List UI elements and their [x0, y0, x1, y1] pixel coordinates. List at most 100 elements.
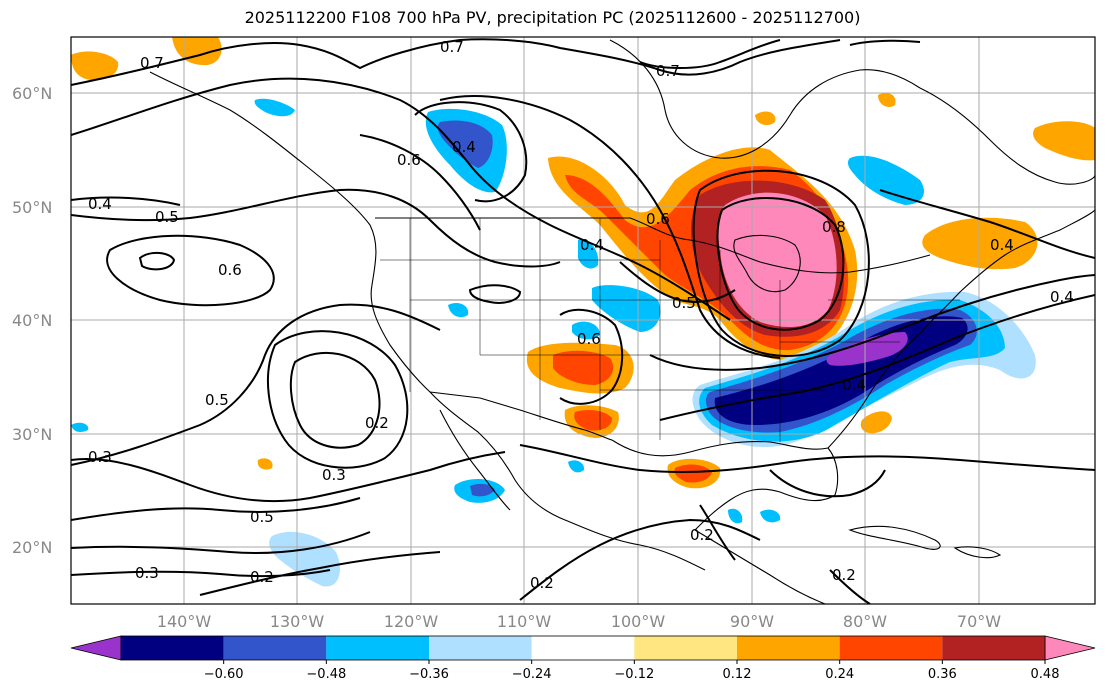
border-canada-us	[375, 217, 931, 274]
precip-orange-florida	[860, 411, 892, 434]
contour-label: 0.3	[322, 466, 346, 484]
lon-label: 100°W	[611, 612, 666, 631]
coastline-hudson	[609, 39, 921, 159]
precip-cyan-quebec	[847, 155, 925, 205]
contour-0.4-center	[414, 101, 528, 203]
contour-label: 0.2	[690, 526, 714, 544]
contour-label: 0.4	[842, 376, 866, 394]
colorbar-segment	[531, 636, 635, 660]
precip-cyan-westpac	[71, 422, 89, 433]
coastline-west	[149, 71, 706, 571]
contour-label: 0.5	[205, 391, 229, 409]
state-borders	[380, 218, 960, 445]
contour-0.3-a	[71, 451, 506, 503]
contour-0.6-ring	[106, 234, 275, 307]
precip-orange-labrador	[1033, 121, 1095, 161]
precip-cyan-plains4	[448, 303, 469, 318]
colorbar-tick-label: 0.48	[1031, 667, 1060, 682]
contour-label: 0.6	[397, 151, 421, 169]
contour-label: 0.5	[250, 508, 274, 526]
contour-label: 0.7	[656, 62, 680, 80]
contour-label: 0.5	[672, 294, 696, 312]
contour-0.3-gulf	[769, 469, 886, 498]
contour-0.4-east	[659, 294, 1095, 421]
contour-0.5-center	[619, 261, 736, 303]
map-grid	[71, 37, 1095, 604]
lat-label: 30°N	[12, 425, 52, 444]
contour-0.5-a	[71, 188, 561, 268]
colorbar-tick-label: −0.48	[306, 667, 346, 682]
colorbar-segment	[634, 636, 737, 660]
contour-label: 0.4	[990, 236, 1014, 254]
lat-label: 40°N	[12, 311, 52, 330]
coastline-centralam	[694, 529, 826, 604]
lat-label: 60°N	[12, 84, 52, 103]
contour-label: 0.2	[832, 566, 856, 584]
pv-contours	[71, 38, 1095, 604]
contour-label: 0.5	[155, 208, 179, 226]
lat-labels: 60°N 50°N 40°N 30°N 20°N	[12, 84, 52, 557]
colorbar: −0.60 −0.48 −0.36 −0.24 −0.12 0.12 0.24 0.36 0.4…	[70, 635, 1096, 682]
contour-label: 0.2	[250, 568, 274, 586]
contour-0.5-east	[649, 274, 1095, 371]
coastline-east	[827, 209, 1095, 449]
colorbar-arrow-min	[70, 635, 122, 661]
precip-cyan-plains	[578, 239, 599, 269]
colorbar-tick-label: 0.12	[723, 667, 752, 682]
border-us-mexico	[429, 391, 613, 441]
contour-labels: 0.7 0.7 0.7 0.4 0.6 0.4 0.5 0.6 0.6 0.4 …	[88, 38, 1074, 592]
lat-label: 20°N	[12, 538, 52, 557]
contour-0.2-south	[519, 518, 761, 601]
precip-cyan-plains3	[572, 321, 600, 340]
coastline-labrador	[919, 87, 1095, 185]
contour-0.7-ring	[138, 252, 176, 271]
contour-label: 0.2	[530, 574, 554, 592]
lon-label: 140°W	[157, 612, 212, 631]
colorbar-arrow-max	[1044, 635, 1096, 661]
lon-label: 80°W	[843, 612, 887, 631]
precip-purple-southeast	[826, 332, 908, 366]
precip-blue-baja	[470, 483, 495, 497]
contour-0.7-north	[71, 38, 841, 86]
contour-label: 0.8	[822, 218, 846, 236]
precip-cyan-bc	[254, 98, 295, 117]
precip-orange-northwest	[71, 51, 119, 81]
chart-title: 2025112200 F108 700 hPa PV, precipitatio…	[244, 8, 861, 27]
contour-0.4-bc	[468, 284, 522, 304]
contour-0.7-ring-gl	[692, 169, 870, 357]
coastline-cuba	[848, 525, 941, 550]
contour-0.6-center	[439, 95, 781, 359]
precip-red-gulf	[674, 464, 712, 483]
colorbar-segment	[839, 636, 943, 660]
lon-label: 120°W	[384, 612, 439, 631]
precip-orange-northeast	[922, 217, 1038, 270]
colorbar-frame	[120, 635, 1046, 661]
contour-label: 0.4	[1050, 288, 1074, 306]
precip-pink-greatlakes	[718, 192, 837, 327]
colorbar-segment	[121, 636, 224, 660]
contour-0.6-n	[359, 134, 481, 231]
contour-0.6-center2	[559, 308, 624, 405]
lon-labels: 140°W 130°W 120°W 110°W 100°W 90°W 80°W …	[157, 612, 1001, 631]
lon-label: 70°W	[957, 612, 1001, 631]
colorbar-segment	[429, 636, 532, 660]
lon-label: 90°W	[730, 612, 774, 631]
contour-0.5-c	[71, 497, 361, 521]
colorbar-segment	[737, 636, 840, 660]
coastline-hispaniola	[953, 546, 1002, 559]
contour-0.5-b	[71, 303, 441, 466]
coastline-baja	[439, 409, 511, 511]
colorbar-segment	[326, 636, 429, 660]
precip-orange-labrador-small	[878, 93, 896, 107]
contour-0.2-a	[199, 551, 441, 596]
colorbar-segment	[223, 636, 327, 660]
contour-label: 0.7	[140, 54, 164, 72]
contour-0.2-south2	[699, 504, 736, 561]
contour-label: 0.3	[135, 564, 159, 582]
contour-0.3-ring	[266, 330, 409, 469]
contour-label: 0.6	[646, 210, 670, 228]
contour-0.8-ring	[716, 197, 845, 331]
colorbar-tick-label: −0.36	[409, 667, 449, 682]
precip-blue-northwest	[437, 120, 493, 168]
